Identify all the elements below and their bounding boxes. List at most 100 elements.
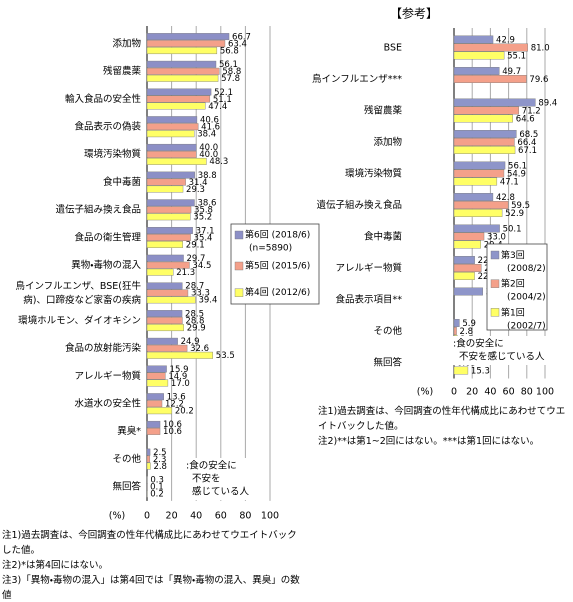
bar — [453, 224, 500, 233]
bar — [146, 33, 230, 41]
x-tick-label: 40 — [484, 387, 496, 398]
value-label: 89.4 — [538, 98, 557, 108]
bar — [146, 171, 195, 179]
bar — [453, 51, 505, 60]
y-tick-label: 無回答 — [373, 356, 402, 368]
x-tick-label: 100 — [536, 387, 554, 398]
notes-right: 注1)過去調査は、今回調査の性年代構成比にあわせてウエイトバックした値。 注2)… — [318, 404, 570, 449]
bar — [146, 60, 217, 68]
value-label: 15.3 — [471, 366, 490, 376]
bar — [146, 143, 197, 151]
bar — [453, 201, 509, 209]
value-label: 38.6 — [197, 199, 216, 209]
y-tick-label: 遺伝子組み換え食品 — [55, 204, 141, 216]
value-label: 35.2 — [193, 213, 212, 223]
bar — [146, 310, 183, 318]
bar — [146, 365, 167, 373]
value-label: 56.1 — [219, 60, 238, 70]
value-label: 56.1 — [508, 161, 527, 171]
value-label: 53.5 — [216, 351, 235, 361]
bar — [146, 337, 178, 345]
bar — [146, 206, 192, 214]
value-label: 0.3 — [150, 476, 164, 486]
value-label: 47.4 — [208, 102, 227, 112]
value-label: 29.7 — [187, 254, 206, 264]
bar — [146, 296, 196, 304]
value-label: 12.2 — [165, 399, 184, 409]
annotation: 感じている人 — [192, 486, 250, 498]
value-label: 71.2 — [522, 106, 541, 116]
note: 注3)「異物・毒物の混入」は第4回では「異物・毒物の混入、異臭」の数値 — [2, 575, 300, 601]
annotation-box — [451, 336, 546, 365]
bar — [146, 351, 214, 359]
bar — [146, 213, 191, 221]
annotation: :食の安全に — [453, 338, 504, 350]
x-tick-label: 80 — [239, 511, 251, 522]
bar — [453, 75, 527, 83]
y-tick-label: 遺伝子組み換え食品 — [316, 199, 402, 211]
bar — [146, 227, 193, 234]
y-tick-label: 残留農薬 — [103, 65, 142, 77]
value-label: 0.1 — [150, 483, 164, 493]
bar — [146, 289, 189, 297]
value-label: 29.9 — [187, 323, 206, 333]
value-label: 42.8 — [496, 193, 515, 203]
y-tick-label: 食中毒菌 — [364, 230, 402, 242]
x-tick-label: 40 — [190, 511, 202, 522]
legend-swatch — [234, 288, 244, 297]
legend-label: 第2回(2004/2) — [501, 277, 546, 302]
value-label: 34.5 — [192, 261, 211, 271]
value-label: 15.9 — [170, 365, 189, 375]
y-tick-label: 食品の放射能汚染 — [65, 342, 142, 354]
value-label: 40.0 — [199, 150, 218, 160]
y-tick-label: その他 — [112, 453, 141, 465]
y-tick-label: BSE — [384, 42, 402, 53]
value-label: 31.4 — [189, 178, 208, 188]
value-label: 55.1 — [507, 51, 526, 61]
value-label: 64.6 — [516, 114, 535, 124]
y-tick-label: アレルギー物質 — [74, 370, 141, 382]
bar — [453, 272, 475, 280]
y-tick-label: 食中毒菌 — [103, 176, 141, 188]
bar — [453, 35, 494, 44]
value-label: 0.2 — [150, 490, 164, 500]
legend-box — [230, 223, 320, 305]
x-tick-label: 60 — [503, 387, 515, 398]
value-label: 81.0 — [531, 43, 550, 53]
value-label: 17.0 — [171, 379, 190, 389]
value-label: 63.4 — [228, 39, 247, 49]
bar — [453, 177, 498, 186]
value-label: 13.6 — [167, 392, 186, 402]
bar — [146, 178, 186, 186]
value-label: 5.9 — [462, 319, 476, 329]
value-label: 32.6 — [190, 344, 209, 354]
bar — [146, 95, 211, 103]
bar — [146, 123, 199, 131]
y-tick-label: その他 — [373, 325, 402, 337]
bar — [453, 114, 513, 123]
value-label: 38.4 — [197, 129, 216, 139]
value-label: 49.7 — [502, 67, 521, 77]
value-label: 50.1 — [503, 224, 522, 234]
legend-label: 第4回 (2012/6) — [245, 286, 310, 298]
value-label: 29.1 — [186, 240, 205, 250]
bar — [146, 116, 198, 124]
value-label: 66.4 — [517, 138, 536, 148]
value-label: 47.1 — [500, 177, 519, 187]
bar — [146, 88, 212, 96]
legend-note: (n=5890) — [249, 244, 292, 254]
y-tick-label: 輸入食品の安全性 — [65, 93, 142, 105]
value-label: 14.9 — [168, 372, 187, 382]
bar — [453, 240, 481, 249]
y-tick-label: 異物・毒物の混入 — [71, 259, 141, 271]
legend-label: 第3回(2008/2) — [501, 249, 546, 274]
value-label: 41.6 — [201, 122, 220, 132]
bar — [146, 317, 183, 325]
value-label: 24.9 — [181, 337, 200, 347]
value-label: 33.3 — [191, 289, 210, 299]
value-label: 79.6 — [529, 75, 548, 85]
x-tick-label: 100 — [261, 511, 279, 522]
value-label: 57.8 — [221, 74, 240, 84]
bar — [146, 261, 190, 269]
